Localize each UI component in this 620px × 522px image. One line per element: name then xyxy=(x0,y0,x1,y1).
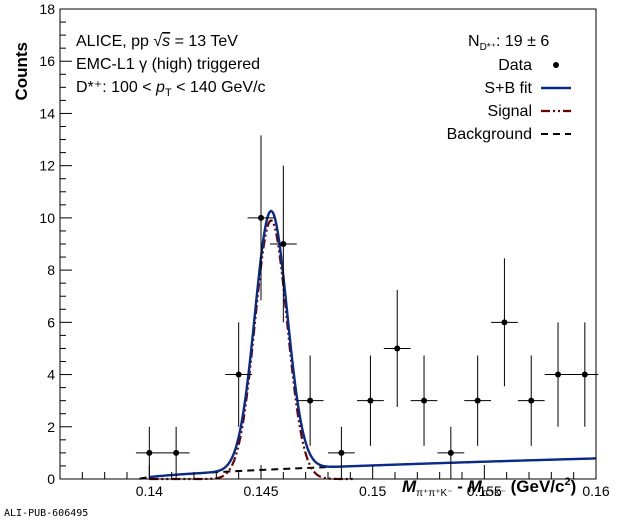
data-point xyxy=(296,355,324,446)
data-points xyxy=(135,135,599,479)
y-tick-label: 6 xyxy=(47,314,55,330)
data-point xyxy=(328,426,355,479)
sb-fit-curve xyxy=(149,209,597,479)
x-label-close: ) xyxy=(571,477,577,496)
data-point xyxy=(464,355,492,446)
data-point xyxy=(491,258,518,387)
legend-label-data: Data xyxy=(498,57,532,74)
data-point xyxy=(410,355,438,446)
data-marker xyxy=(447,449,454,456)
legend-label-sb: S+B fit xyxy=(484,80,532,97)
data-point xyxy=(247,135,275,301)
x-tick-label: 0.14 xyxy=(136,483,163,499)
info-energy: = 13 TeV xyxy=(170,33,238,50)
x-label-m2: M xyxy=(468,477,483,496)
legend: Data S+B fit Signal Background xyxy=(447,57,571,143)
data-marker xyxy=(394,345,401,352)
data-marker xyxy=(146,449,153,456)
y-tick-label: 18 xyxy=(39,1,55,17)
legend-label-background: Background xyxy=(447,126,532,143)
x-tick-label: 0.15 xyxy=(359,483,386,499)
x-tick-label: 0.16 xyxy=(582,483,609,499)
info-pt-p: p xyxy=(155,79,165,96)
info-line-2: EMC-L1 γ (high) triggered xyxy=(76,56,260,73)
x-label-m1: M xyxy=(402,477,417,496)
fit-curves xyxy=(139,209,597,481)
y-tick-label: 8 xyxy=(47,262,55,278)
nd-sub: D*⁺ xyxy=(480,42,496,53)
x-tick-label: 0.155 xyxy=(467,483,502,499)
y-tick-label: 12 xyxy=(39,158,55,174)
info-s: s xyxy=(162,33,170,50)
legend-marker-data xyxy=(553,62,559,68)
nd-n: N xyxy=(468,33,480,50)
data-marker xyxy=(474,397,481,404)
info-line-1: ALICE, pp √s = 13 TeV xyxy=(76,33,238,50)
data-marker xyxy=(555,371,562,378)
info-pt-a: D*⁺: 100 < xyxy=(76,79,156,96)
legend-label-signal: Signal xyxy=(488,103,532,120)
publication-id: ALI-PUB-606495 xyxy=(4,508,88,519)
x-tick-label: 0.145 xyxy=(243,483,278,499)
y-tick-label: 14 xyxy=(39,105,55,121)
info-pt-b: < 140 GeV/c xyxy=(172,79,266,96)
data-point xyxy=(269,165,297,323)
data-point xyxy=(383,289,411,407)
data-marker xyxy=(173,449,180,456)
y-tick-label: 0 xyxy=(47,471,55,487)
data-marker xyxy=(338,449,345,456)
data-point xyxy=(357,355,384,446)
x-label-sub2: π⁺K⁻ xyxy=(482,488,506,499)
info-sqrt: √ xyxy=(153,33,162,50)
y-tick-label: 2 xyxy=(47,419,55,435)
data-point xyxy=(437,426,465,479)
x-label-sup: 2 xyxy=(565,476,571,488)
data-point xyxy=(571,322,599,427)
data-point xyxy=(517,355,545,446)
data-marker xyxy=(367,397,374,404)
info-pt-sub: T xyxy=(165,87,172,99)
data-marker xyxy=(421,397,428,404)
data-marker xyxy=(307,397,314,404)
data-point xyxy=(162,426,190,479)
data-marker xyxy=(581,371,588,378)
info-line-3: D*⁺: 100 < pT < 140 GeV/c xyxy=(76,79,266,99)
y-tick-label: 10 xyxy=(39,210,55,226)
x-axis-label: Mπ⁺π⁺K⁻ - Mπ⁺K⁻ (GeV/c2) xyxy=(402,476,576,499)
nd-value: : 19 ± 6 xyxy=(496,33,549,50)
axis-ticks: 0 2 4 6 8 10 12 14 16 18 0.14 0.145 0.15 0.155 0.16 xyxy=(39,1,609,499)
data-point xyxy=(544,322,572,427)
y-tick-label: 16 xyxy=(39,53,55,69)
y-tick-label: 4 xyxy=(47,367,55,383)
data-marker xyxy=(258,214,264,221)
data-marker xyxy=(528,397,535,404)
x-label-unit: (GeV/c xyxy=(506,477,565,496)
nd-yield: ND*⁺: 19 ± 6 xyxy=(468,33,549,53)
x-label-minus: - xyxy=(452,477,467,496)
data-point xyxy=(225,322,253,427)
data-marker xyxy=(235,371,242,378)
data-marker xyxy=(280,241,287,247)
data-marker xyxy=(501,319,508,326)
y-axis-label: Counts xyxy=(12,42,31,101)
info-collab: ALICE, pp xyxy=(76,33,153,50)
x-label-sub1: π⁺π⁺K⁻ xyxy=(416,488,452,499)
